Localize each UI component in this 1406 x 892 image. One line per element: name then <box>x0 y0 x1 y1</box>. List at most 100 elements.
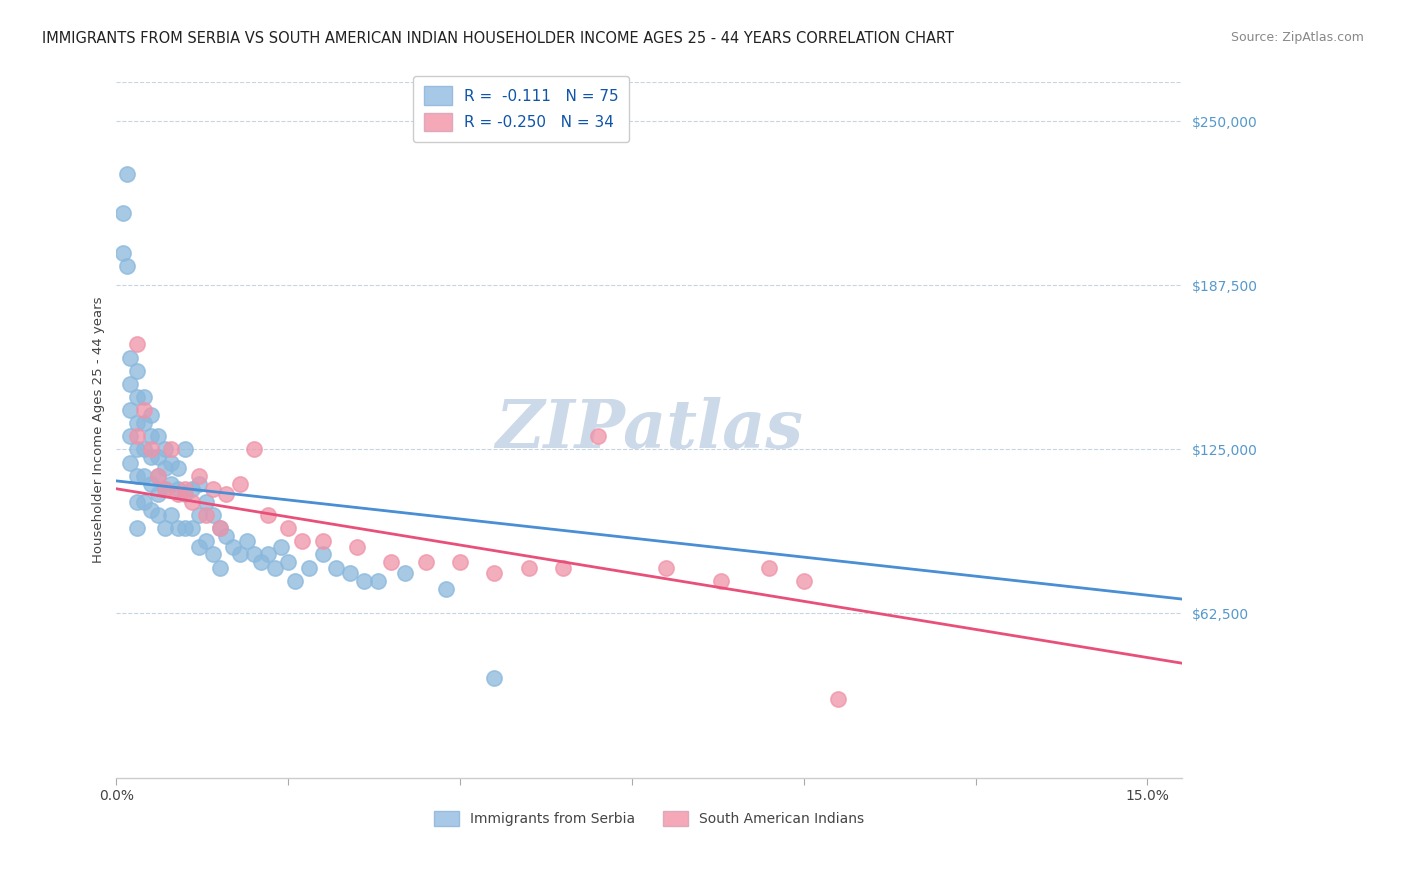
Point <box>194 508 217 522</box>
Point <box>187 476 209 491</box>
Point <box>146 508 169 522</box>
Point <box>181 482 204 496</box>
Point <box>243 442 266 457</box>
Point <box>311 534 333 549</box>
Point <box>125 429 148 443</box>
Point <box>153 460 176 475</box>
Point <box>194 534 217 549</box>
Point <box>187 468 209 483</box>
Point <box>139 442 162 457</box>
Point <box>132 442 155 457</box>
Point <box>484 671 506 685</box>
Point <box>160 456 183 470</box>
Point <box>284 574 307 588</box>
Point <box>153 482 176 496</box>
Point <box>160 476 183 491</box>
Point <box>181 495 204 509</box>
Point <box>394 566 416 580</box>
Point <box>243 548 266 562</box>
Point <box>120 403 142 417</box>
Point <box>208 560 231 574</box>
Text: ZIPatlas: ZIPatlas <box>495 397 803 462</box>
Point <box>153 442 176 457</box>
Point <box>125 521 148 535</box>
Point <box>793 574 815 588</box>
Point <box>339 566 361 580</box>
Point <box>132 495 155 509</box>
Point <box>139 502 162 516</box>
Point <box>325 560 347 574</box>
Point <box>249 555 271 569</box>
Point <box>270 540 292 554</box>
Point <box>132 403 155 417</box>
Point <box>125 468 148 483</box>
Text: IMMIGRANTS FROM SERBIA VS SOUTH AMERICAN INDIAN HOUSEHOLDER INCOME AGES 25 - 44 : IMMIGRANTS FROM SERBIA VS SOUTH AMERICAN… <box>42 31 955 46</box>
Point <box>256 508 278 522</box>
Point <box>153 482 176 496</box>
Point <box>167 521 190 535</box>
Point <box>229 476 252 491</box>
Point <box>115 167 138 181</box>
Point <box>146 487 169 501</box>
Point <box>146 468 169 483</box>
Point <box>827 691 849 706</box>
Point <box>139 450 162 465</box>
Point <box>586 429 609 443</box>
Point <box>215 487 238 501</box>
Point <box>112 245 135 260</box>
Point <box>484 566 506 580</box>
Point <box>174 487 197 501</box>
Point <box>120 376 142 391</box>
Point <box>201 548 224 562</box>
Point <box>263 560 285 574</box>
Point <box>208 521 231 535</box>
Point <box>215 529 238 543</box>
Point <box>139 476 162 491</box>
Point <box>146 468 169 483</box>
Point <box>120 351 142 365</box>
Point <box>146 429 169 443</box>
Point <box>132 416 155 430</box>
Point <box>115 259 138 273</box>
Point <box>346 540 368 554</box>
Point <box>167 487 190 501</box>
Point <box>367 574 389 588</box>
Point <box>174 442 197 457</box>
Point <box>256 548 278 562</box>
Point <box>112 206 135 220</box>
Legend: Immigrants from Serbia, South American Indians: Immigrants from Serbia, South American I… <box>427 804 872 833</box>
Point <box>710 574 733 588</box>
Point <box>174 482 197 496</box>
Point <box>167 482 190 496</box>
Point <box>167 460 190 475</box>
Point <box>434 582 457 596</box>
Point <box>229 548 252 562</box>
Point <box>139 429 162 443</box>
Point <box>125 337 148 351</box>
Point <box>415 555 437 569</box>
Point <box>125 390 148 404</box>
Point <box>236 534 259 549</box>
Point <box>553 560 575 574</box>
Point <box>181 521 204 535</box>
Point <box>187 508 209 522</box>
Point <box>160 442 183 457</box>
Point <box>758 560 780 574</box>
Point <box>125 442 148 457</box>
Point <box>160 508 183 522</box>
Point <box>125 495 148 509</box>
Point <box>277 521 299 535</box>
Point <box>311 548 333 562</box>
Point <box>120 429 142 443</box>
Point <box>146 450 169 465</box>
Point <box>125 416 148 430</box>
Point <box>655 560 678 574</box>
Point <box>517 560 540 574</box>
Point <box>222 540 245 554</box>
Point <box>194 495 217 509</box>
Point <box>139 409 162 423</box>
Point <box>132 390 155 404</box>
Point <box>201 508 224 522</box>
Point <box>132 468 155 483</box>
Point <box>291 534 314 549</box>
